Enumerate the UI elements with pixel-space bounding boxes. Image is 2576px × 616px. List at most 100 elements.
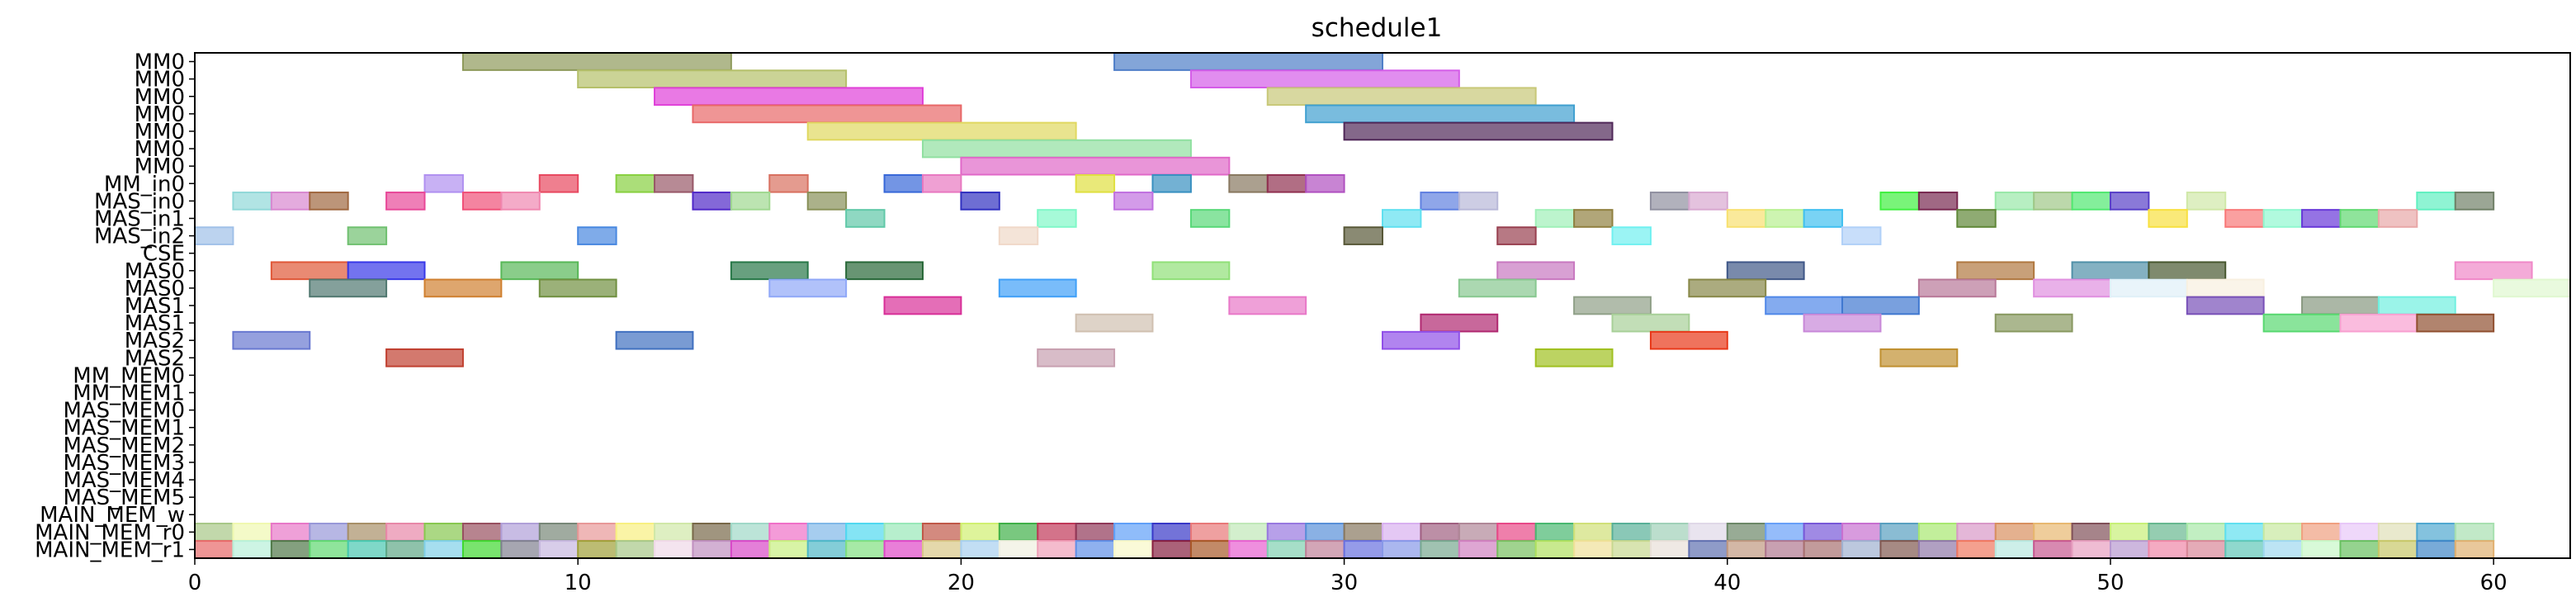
y-tick-label: MAS_MEM4 [63, 468, 185, 493]
memory-slot-bar [2033, 540, 2073, 559]
memory-slot-bar [1305, 523, 1345, 542]
task-bar [998, 278, 1077, 298]
task-bar [1994, 313, 2073, 333]
memory-slot-bar [309, 523, 349, 542]
memory-slot-bar [2454, 540, 2495, 559]
x-tick-label: 10 [565, 571, 592, 595]
task-bar [2377, 209, 2418, 228]
memory-slot-bar [1803, 523, 1844, 542]
task-bar [2416, 192, 2456, 211]
task-bar [654, 173, 694, 193]
task-bar [309, 278, 388, 298]
task-bar [423, 173, 464, 193]
task-bar [921, 173, 962, 193]
memory-slot-bar [1726, 523, 1767, 542]
y-tick-label: MAIN_MEM_w [40, 503, 185, 528]
task-bar [1496, 226, 1537, 245]
task-bar [1266, 87, 1537, 107]
memory-slot-bar [538, 540, 579, 559]
y-tick-label: MAIN_MEM_r0 [35, 520, 185, 545]
task-bar [806, 192, 848, 211]
memory-slot-bar [768, 540, 809, 559]
memory-slot-bar [615, 523, 656, 542]
task-bar [2148, 261, 2227, 281]
memory-slot-bar [1994, 523, 2035, 542]
task-bar [692, 104, 962, 124]
memory-slot-bar [1075, 523, 1116, 542]
task-bar [692, 192, 732, 211]
task-bar [2186, 278, 2265, 298]
y-tick-label: MAS_MEM2 [63, 434, 185, 458]
memory-slot-bar [1305, 540, 1345, 559]
memory-slot-bar [1994, 540, 2035, 559]
memory-slot-bar [960, 523, 1000, 542]
plot-frame [194, 52, 2571, 559]
memory-slot-bar [1917, 540, 1959, 559]
memory-slot-bar [2186, 540, 2227, 559]
task-bar [1803, 313, 1882, 333]
task-bar [1688, 278, 1767, 298]
task-bar [1343, 121, 1614, 141]
task-bar [730, 192, 771, 211]
task-bar [1075, 313, 1154, 333]
memory-slot-bar [577, 523, 617, 542]
task-bar [1189, 209, 1231, 228]
memory-slot-bar [1075, 540, 1116, 559]
task-bar [309, 192, 349, 211]
task-bar [1228, 173, 1269, 193]
task-bar [1228, 296, 1307, 315]
memory-slot-bar [654, 523, 694, 542]
y-tick-label: MM0 [135, 102, 185, 127]
memory-slot-bar [845, 523, 886, 542]
memory-slot-bar [1113, 523, 1154, 542]
task-bar [577, 226, 617, 245]
memory-slot-bar [1228, 523, 1269, 542]
task-bar [1189, 69, 1460, 88]
y-tick-label: MAIN_MEM_r1 [35, 538, 185, 562]
task-bar [768, 173, 809, 193]
task-bar [998, 226, 1039, 245]
memory-slot-bar [1534, 540, 1576, 559]
chart-title: schedule1 [1312, 13, 1443, 43]
memory-slot-bar [1649, 523, 1690, 542]
task-bar [2454, 192, 2495, 211]
memory-slot-bar [2262, 540, 2304, 559]
task-bar [1151, 261, 1231, 281]
memory-slot-bar [1420, 523, 1460, 542]
task-bar [845, 261, 924, 281]
task-bar [2071, 192, 2111, 211]
memory-slot-bar [1573, 523, 1614, 542]
memory-slot-bar [2109, 540, 2150, 559]
memory-slot-bar [615, 540, 656, 559]
memory-slot-bar [423, 540, 464, 559]
task-bar [2224, 209, 2265, 228]
task-bar [500, 261, 579, 281]
task-bar [1037, 209, 1077, 228]
task-bar [2416, 313, 2495, 333]
memory-slot-bar [1841, 523, 1882, 542]
memory-slot-bar [2033, 523, 2073, 542]
task-bar [2186, 296, 2265, 315]
memory-slot-bar [309, 540, 349, 559]
memory-slot-bar [1879, 540, 1920, 559]
task-bar [2033, 278, 2111, 298]
memory-slot-bar [2148, 540, 2188, 559]
y-tick-label: MM_MEM1 [73, 381, 185, 406]
memory-slot-bar [1458, 523, 1499, 542]
task-bar [347, 226, 388, 245]
task-bar [1803, 209, 1844, 228]
bars-layer [194, 52, 2572, 559]
task-bar [1534, 348, 1614, 367]
task-bar [2148, 209, 2188, 228]
task-bar [2301, 209, 2342, 228]
memory-slot-bar [883, 523, 924, 542]
memory-slot-bar [1189, 523, 1231, 542]
task-bar [1726, 209, 1767, 228]
y-tick-label: MM0 [135, 120, 185, 145]
task-bar [1496, 261, 1576, 281]
y-tick-label: MM0 [135, 154, 185, 179]
y-tick-label: MM0 [135, 68, 185, 92]
memory-slot-bar [1496, 540, 1537, 559]
task-bar [1458, 192, 1499, 211]
